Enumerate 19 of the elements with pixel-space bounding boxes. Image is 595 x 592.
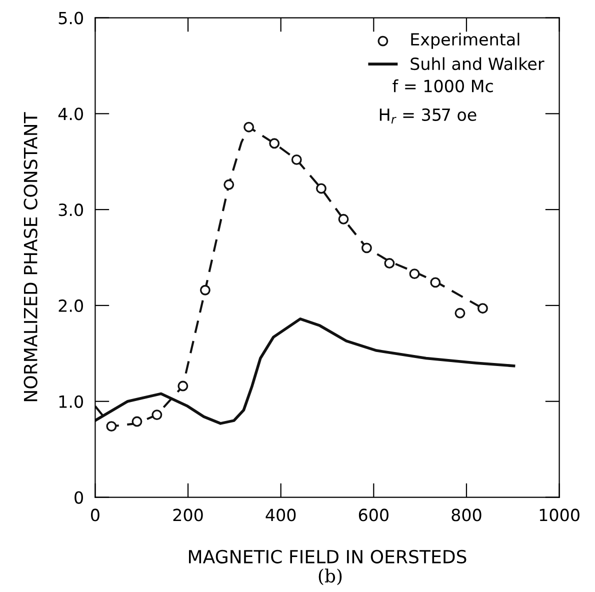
y-tick-label: 1.0 [59,395,83,408]
y-axis-title: NORMALIZED PHASE CONSTANT [24,112,38,402]
x-tick-label: 400 [266,508,296,522]
legend-label: Suhl and Walker [410,57,544,70]
y-tick-label: 4.0 [58,108,83,120]
annotation: H$_{r}$ = 357 oe [380,108,476,124]
x-tick-label: 0 [90,508,100,522]
text: (b) [318,568,342,586]
y-tick-label: 5.0 [58,12,83,24]
y-tick-label: 3.0 [58,204,83,216]
legend-label: Experimental [411,32,520,49]
x-axis-title: MAGNETIC FIELD IN OERSTEDS [189,550,466,564]
y-tick-label: 0 [74,491,83,504]
x-tick-label: 800 [452,508,482,522]
annotation: f = 1000 Mc [392,79,493,92]
x-tick-label: 600 [358,508,388,522]
y-tick-label: 2.0 [58,299,83,312]
x-tick-label: 200 [173,508,203,522]
x-tick-label: 1000 [540,508,580,522]
